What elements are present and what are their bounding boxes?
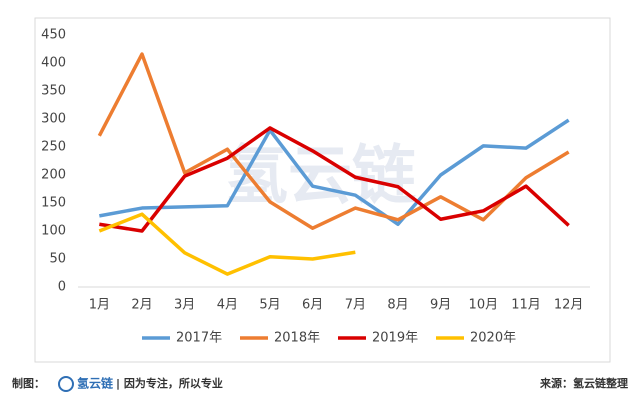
legend-label: 2017年 (176, 331, 222, 346)
y-tick-label: 0 (58, 280, 66, 295)
x-tick-label: 6月 (302, 298, 323, 313)
x-tick-label: 3月 (174, 298, 195, 313)
brand-logo (58, 376, 74, 392)
x-tick-label: 9月 (430, 298, 451, 313)
watermark: 氢云链 (224, 140, 416, 214)
x-tick-label: 12月 (554, 298, 584, 313)
series-line (99, 126, 570, 233)
series-line (99, 118, 570, 227)
x-tick-label: 4月 (217, 298, 238, 313)
y-tick-label: 300 (41, 112, 66, 127)
y-tick-label: 200 (41, 168, 66, 183)
x-tick-label: 7月 (345, 298, 366, 313)
legend-label: 2018年 (274, 331, 320, 346)
x-tick-label: 1月 (89, 298, 110, 313)
y-tick-label: 450 (41, 28, 66, 43)
x-tick-label: 11月 (511, 298, 541, 313)
x-tick-label: 8月 (387, 298, 408, 313)
x-tick-label: 2月 (131, 298, 152, 313)
legend-label: 2019年 (372, 331, 418, 346)
y-tick-label: 50 (49, 252, 66, 267)
x-tick-label: 10月 (469, 298, 499, 313)
y-tick-label: 100 (41, 224, 66, 239)
y-tick-label: 350 (41, 84, 66, 99)
series-line (98, 212, 356, 276)
legend-label: 2020年 (470, 331, 516, 346)
footer-label: 制图： (12, 376, 45, 390)
x-tick-label: 5月 (259, 298, 280, 313)
y-tick-label: 150 (41, 196, 66, 211)
y-tick-label: 400 (41, 56, 66, 71)
series-line (97, 52, 570, 230)
footer-brand: 氢云链 (77, 376, 114, 391)
footer-source: 来源：氢云链整理 (539, 376, 628, 390)
y-tick-label: 250 (41, 140, 66, 155)
footer-slogan: | 因为专注，所以专业 (116, 376, 223, 390)
